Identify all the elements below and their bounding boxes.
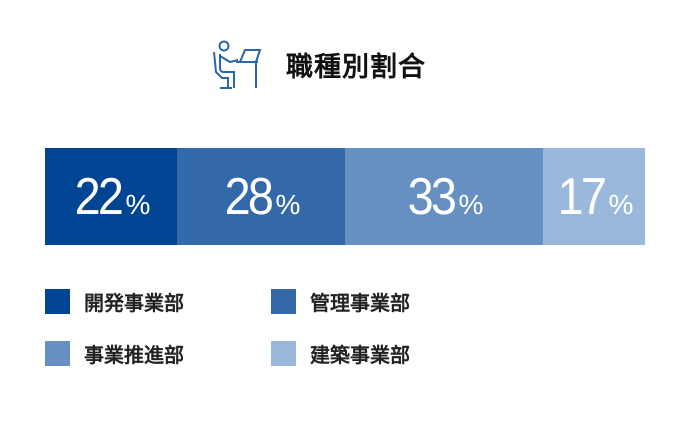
legend-swatch (45, 341, 70, 366)
legend-item: 建築事業部 (271, 339, 410, 368)
percent-unit: % (458, 188, 484, 220)
bar-segment-4: 17% (543, 148, 645, 245)
bar-segment-1: 22% (45, 148, 177, 245)
legend-label: 開発事業部 (84, 291, 184, 315)
percent-unit: % (125, 188, 151, 220)
data-label: 17 (557, 167, 606, 226)
data-label: 28 (224, 167, 273, 226)
stacked-bar: 22% 28% 33% 17% (45, 148, 645, 245)
data-label: 22 (74, 167, 123, 226)
legend-swatch (271, 289, 296, 314)
legend-label: 建築事業部 (310, 343, 410, 367)
person-at-desk-icon (213, 40, 262, 89)
chart-title: 職種別割合 (286, 51, 426, 83)
legend-label: 管理事業部 (310, 291, 410, 315)
data-label: 33 (407, 167, 456, 226)
chart-header: 職種別割合 (212, 38, 426, 90)
bar-segment-3: 33% (345, 148, 543, 245)
legend-item: 管理事業部 (271, 287, 410, 316)
legend-item: 事業推進部 (45, 339, 184, 368)
bar-segment-2: 28% (177, 148, 345, 245)
legend-swatch (45, 289, 70, 314)
legend-item: 開発事業部 (45, 287, 184, 316)
percent-unit: % (275, 188, 301, 220)
legend-swatch (271, 341, 296, 366)
percent-unit: % (608, 188, 634, 220)
legend-label: 事業推進部 (84, 343, 184, 367)
